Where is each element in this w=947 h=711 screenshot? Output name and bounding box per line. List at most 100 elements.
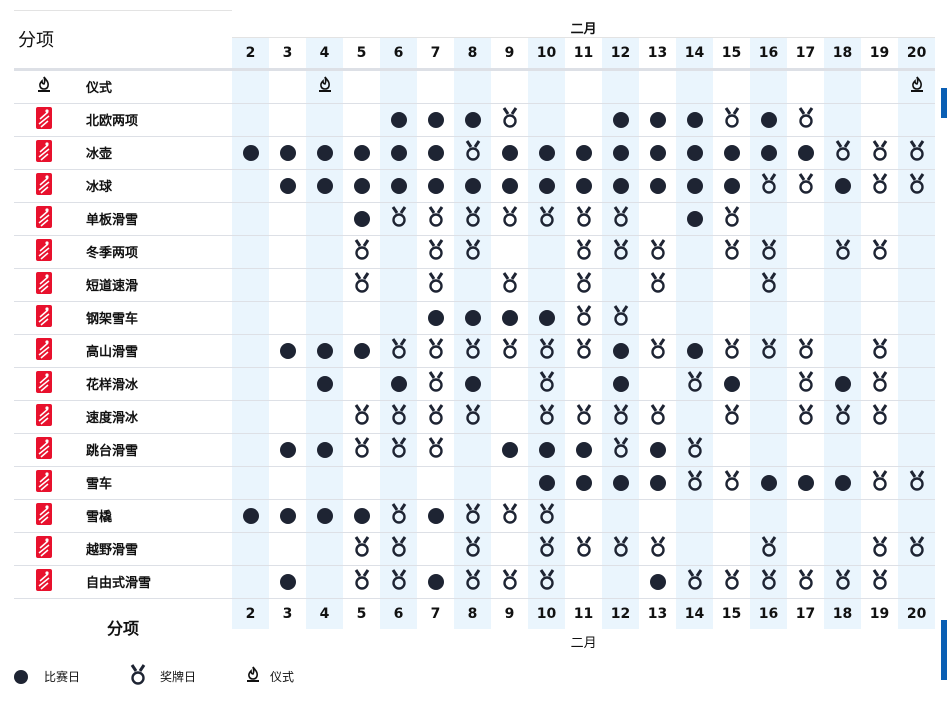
- sport-name[interactable]: 北欧两项: [86, 114, 139, 129]
- sport-name[interactable]: 冰壶: [86, 147, 113, 162]
- day-header-2: 2: [232, 597, 269, 629]
- sport-cell[interactable]: 仪式: [14, 67, 232, 103]
- sport-name[interactable]: 短道速滑: [86, 279, 139, 294]
- speed-skating-icon: [14, 403, 74, 430]
- sport-cell[interactable]: 自由式滑雪: [14, 564, 232, 598]
- schedule-cell: [713, 267, 750, 301]
- day-header-11: 11: [565, 36, 602, 69]
- schedule-cell: [824, 465, 861, 499]
- schedule-cell: [676, 102, 713, 136]
- nordic-combined-icon: [14, 106, 74, 133]
- sport-cell[interactable]: 冰壶: [14, 135, 232, 169]
- sport-name[interactable]: 雪橇: [86, 510, 113, 525]
- schedule-cell: [713, 531, 750, 565]
- medal-icon: [872, 172, 888, 199]
- sport-name[interactable]: 跳台滑雪: [86, 444, 139, 459]
- medal-icon: [354, 568, 370, 595]
- schedule-cell: [306, 67, 343, 103]
- competition-dot-icon: [501, 441, 518, 458]
- medal-icon: [798, 568, 814, 595]
- day-header-4: 4: [306, 36, 343, 69]
- schedule-cell: [380, 531, 417, 565]
- schedule-cell: [639, 67, 676, 103]
- schedule-cell: [417, 498, 454, 532]
- schedule-cell: [861, 67, 898, 103]
- schedule-cell: [824, 201, 861, 235]
- sport-name[interactable]: 高山滑雪: [86, 345, 139, 360]
- sport-name[interactable]: 雪车: [86, 477, 113, 492]
- schedule-cell: [269, 399, 306, 433]
- sport-cell[interactable]: 花样滑冰: [14, 366, 232, 400]
- competition-dot-icon: [538, 441, 555, 458]
- sport-name[interactable]: 花样滑冰: [86, 378, 139, 393]
- schedule-cell: [528, 399, 565, 433]
- schedule-cell: [417, 366, 454, 400]
- sport-cell[interactable]: 冰球: [14, 168, 232, 202]
- sport-cell[interactable]: 短道速滑: [14, 267, 232, 301]
- schedule-cell: [565, 135, 602, 169]
- competition-dot-icon: [760, 474, 777, 491]
- sport-name[interactable]: 越野滑雪: [86, 543, 139, 558]
- schedule-cell: [343, 531, 380, 565]
- sport-name[interactable]: 自由式滑雪: [86, 576, 152, 591]
- competition-dot-icon: [649, 441, 666, 458]
- schedule-cell: [676, 432, 713, 466]
- sport-cell[interactable]: 速度滑冰: [14, 399, 232, 433]
- sport-cell[interactable]: 钢架雪车: [14, 300, 232, 334]
- medal-icon: [761, 238, 777, 265]
- competition-dot-icon: [760, 144, 777, 161]
- competition-dot-icon: [797, 144, 814, 161]
- schedule-cell: [306, 267, 343, 301]
- schedule-cell: [565, 168, 602, 202]
- competition-dot-icon: [279, 507, 296, 524]
- day-header-12: 12: [602, 597, 639, 629]
- ice-hockey-icon: [14, 172, 74, 199]
- sport-cell[interactable]: 越野滑雪: [14, 531, 232, 565]
- sport-cell[interactable]: 跳台滑雪: [14, 432, 232, 466]
- sport-cell[interactable]: 高山滑雪: [14, 333, 232, 367]
- schedule-cell: [861, 135, 898, 169]
- medal-icon: [465, 502, 481, 529]
- schedule-cell: [824, 300, 861, 334]
- sport-name[interactable]: 速度滑冰: [86, 411, 139, 426]
- sport-name[interactable]: 仪式: [86, 81, 113, 96]
- schedule-cell: [232, 432, 269, 466]
- competition-dot-icon: [279, 144, 296, 161]
- schedule-cell: [565, 333, 602, 367]
- medal-icon: [798, 370, 814, 397]
- schedule-cell: [898, 432, 936, 466]
- footer-sport-title: 分项: [14, 597, 232, 655]
- medal-icon: [576, 271, 592, 298]
- month-header: 二月: [570, 21, 597, 37]
- medal-icon: [761, 535, 777, 562]
- sport-cell[interactable]: 雪车: [14, 465, 232, 499]
- sport-name[interactable]: 冬季两项: [86, 246, 139, 261]
- schedule-cell: [639, 399, 676, 433]
- schedule-cell: [861, 102, 898, 136]
- schedule-cell: [602, 399, 639, 433]
- short-track-icon: [14, 271, 74, 298]
- schedule-cell: [713, 102, 750, 136]
- sport-cell[interactable]: 北欧两项: [14, 102, 232, 136]
- schedule-cell: [787, 135, 824, 169]
- schedule-cell: [713, 399, 750, 433]
- schedule-cell: [565, 498, 602, 532]
- sport-cell[interactable]: 单板滑雪: [14, 201, 232, 235]
- sport-name[interactable]: 钢架雪车: [86, 312, 139, 327]
- sport-name[interactable]: 冰球: [86, 180, 113, 195]
- competition-dot-icon: [538, 177, 555, 194]
- medal-icon: [502, 568, 518, 595]
- medal-icon: [724, 469, 740, 496]
- day-header-9: 9: [491, 597, 528, 629]
- schedule-cell: [898, 531, 936, 565]
- sport-name[interactable]: 单板滑雪: [86, 213, 139, 228]
- table-row: 跳台滑雪: [14, 432, 936, 466]
- competition-dot-icon: [538, 474, 555, 491]
- competition-dot-icon: [242, 507, 259, 524]
- sport-cell[interactable]: 冬季两项: [14, 234, 232, 268]
- schedule-cell: [269, 135, 306, 169]
- sport-cell[interactable]: 雪橇: [14, 498, 232, 532]
- competition-dot-icon: [353, 144, 370, 161]
- schedule-cell: [861, 333, 898, 367]
- schedule-cell: [639, 300, 676, 334]
